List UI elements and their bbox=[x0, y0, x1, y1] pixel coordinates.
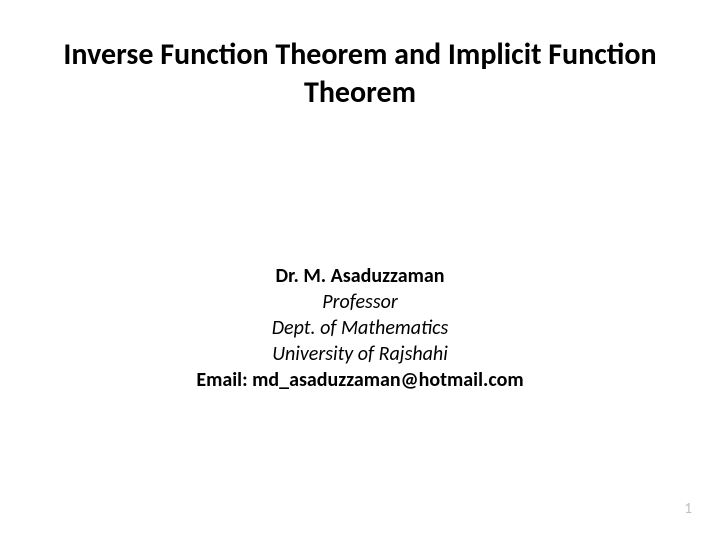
page-number: 1 bbox=[684, 500, 692, 518]
author-email: Email: md_asaduzzaman@hotmail.com bbox=[40, 367, 680, 393]
author-department: Dept. of Mathematics bbox=[40, 315, 680, 341]
slide-container: Inverse Function Theorem and Implicit Fu… bbox=[0, 0, 720, 540]
author-block: Dr. M. Asaduzzaman Professor Dept. of Ma… bbox=[40, 263, 680, 393]
author-name: Dr. M. Asaduzzaman bbox=[40, 263, 680, 289]
author-title: Professor bbox=[40, 289, 680, 315]
slide-title: Inverse Function Theorem and Implicit Fu… bbox=[40, 36, 680, 111]
author-university: University of Rajshahi bbox=[40, 341, 680, 367]
